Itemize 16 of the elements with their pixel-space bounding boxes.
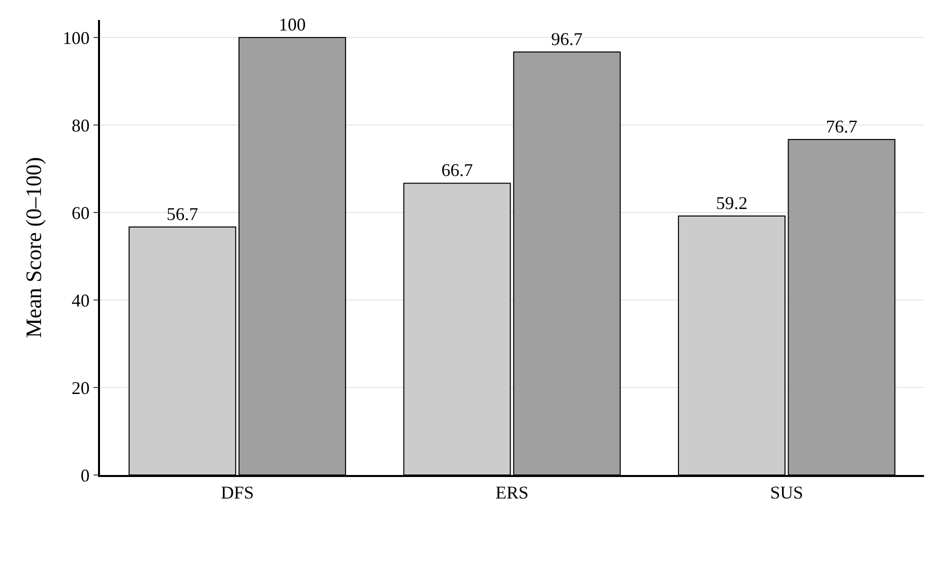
y-tick-label: 0 — [80, 465, 90, 486]
data-label: 96.7 — [551, 28, 583, 49]
data-label: 56.7 — [166, 204, 198, 224]
data-label: 59.2 — [716, 193, 748, 213]
x-tick-label: SUS — [770, 482, 804, 503]
data-label: 66.7 — [441, 160, 473, 180]
y-axis-title: Mean Score (0–100) — [20, 157, 46, 338]
y-tick-label: 100 — [62, 28, 90, 48]
y-tick-label: 60 — [72, 202, 90, 223]
y-tick-label: 20 — [72, 378, 90, 398]
data-label: 100 — [278, 14, 306, 34]
x-tick-label: DFS — [220, 482, 254, 503]
data-label: 76.7 — [826, 116, 858, 136]
y-tick-label: 40 — [72, 290, 90, 310]
x-tick-label: ERS — [495, 482, 529, 503]
y-tick-label: 80 — [72, 115, 90, 136]
